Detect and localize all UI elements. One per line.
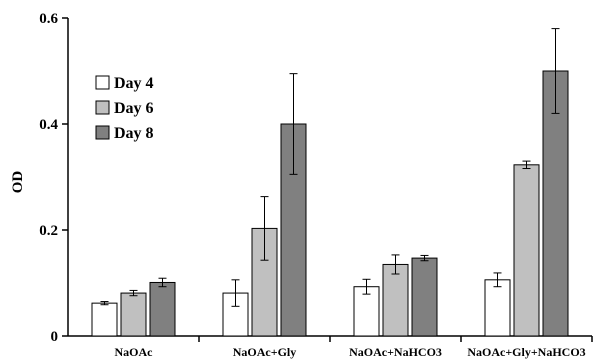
x-tick-label: NaOAc+Gly+NaHCO3 xyxy=(467,345,585,359)
y-tick-label: 0.2 xyxy=(39,223,58,239)
x-tick-label: NaOAc+NaHCO3 xyxy=(349,345,442,359)
legend-swatch xyxy=(95,100,110,115)
legend-swatch xyxy=(95,125,110,140)
y-axis-title: OD xyxy=(10,171,26,194)
bar xyxy=(411,257,438,337)
legend-swatch xyxy=(95,75,110,90)
legend-label: Day 4 xyxy=(114,75,154,92)
bar xyxy=(484,279,511,337)
bar xyxy=(91,302,118,337)
legend-label: Day 8 xyxy=(114,125,154,142)
y-tick-label: 0.4 xyxy=(39,117,58,133)
legend-label: Day 6 xyxy=(114,100,154,117)
plot-area: 0 0.2 0.4 0.6 NaOAc NaOAc+Gly NaOAc+NaHCO3 NaOA… xyxy=(39,11,593,359)
y-tick-label: 0 xyxy=(51,329,59,345)
x-tick-label: NaOAc+Gly xyxy=(233,345,297,359)
bar xyxy=(149,281,176,337)
bar xyxy=(382,263,409,337)
legend: Day 4 Day 6 Day 8 xyxy=(95,75,154,142)
bar xyxy=(513,164,540,337)
bar xyxy=(120,292,147,337)
y-tick-label: 0.6 xyxy=(39,11,58,27)
x-tick-label: NaOAc xyxy=(115,345,154,359)
